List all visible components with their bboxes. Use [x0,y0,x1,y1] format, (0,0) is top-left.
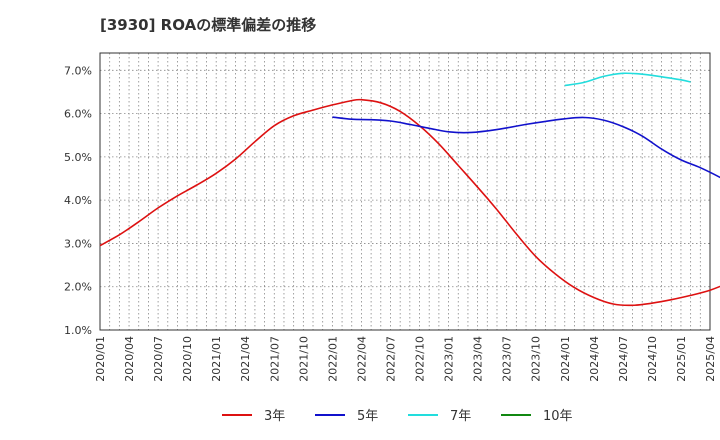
series-line-3年 [99,98,720,307]
legend: 3年 5年 7年 10年 [222,409,573,424]
chart-title: [3930] ROAの標準偏差の推移 [100,16,317,34]
x-tick-label: 2021/04 [239,336,252,382]
x-tick-label: 2020/04 [123,336,136,382]
y-tick-label: 7.0% [64,64,92,77]
x-tick-label: 2025/04 [704,336,717,382]
x-tick-label: 2023/07 [501,336,514,382]
y-tick-label: 5.0% [64,151,92,164]
y-axis-tick-labels: 1.0% 2.0% 3.0% 4.0% 5.0% 6.0% 7.0% [64,64,92,337]
legend-label: 3年 [264,409,285,424]
x-tick-label: 2021/07 [268,336,281,382]
grid-layer [100,53,710,331]
x-tick-label: 2022/04 [355,336,368,382]
series-lines [99,72,720,307]
x-tick-label: 2024/01 [559,336,572,382]
x-tick-label: 2024/10 [646,336,659,382]
y-tick-label: 2.0% [64,281,92,294]
x-tick-label: 2022/07 [384,336,397,382]
legend-label: 7年 [450,409,471,424]
plot-frame [99,52,711,331]
x-tick-label: 2021/10 [297,336,310,382]
series-line-7年 [564,72,691,87]
legend-label: 5年 [357,409,378,424]
x-tick-label: 2025/01 [675,336,688,382]
x-tick-label: 2020/01 [94,336,107,382]
x-tick-label: 2021/01 [210,336,223,382]
x-tick-label: 2022/01 [326,336,339,382]
x-tick-label: 2020/10 [181,336,194,382]
y-tick-label: 6.0% [64,108,92,121]
x-tick-label: 2022/10 [414,336,427,382]
x-tick-label: 2024/07 [617,336,630,382]
y-tick-label: 1.0% [64,324,92,337]
x-axis-tick-labels: 2020/01 2020/04 2020/07 2020/10 2021/01 2021/… [94,336,717,382]
x-tick-label: 2020/07 [152,336,165,382]
x-tick-label: 2023/10 [530,336,543,382]
x-tick-label: 2023/01 [443,336,456,382]
series-line-5年 [332,116,720,179]
x-tick-label: 2024/04 [588,336,601,382]
y-tick-label: 4.0% [64,194,92,207]
legend-label: 10年 [543,409,573,424]
y-tick-label: 3.0% [64,237,92,250]
x-tick-label: 2023/04 [472,336,485,382]
